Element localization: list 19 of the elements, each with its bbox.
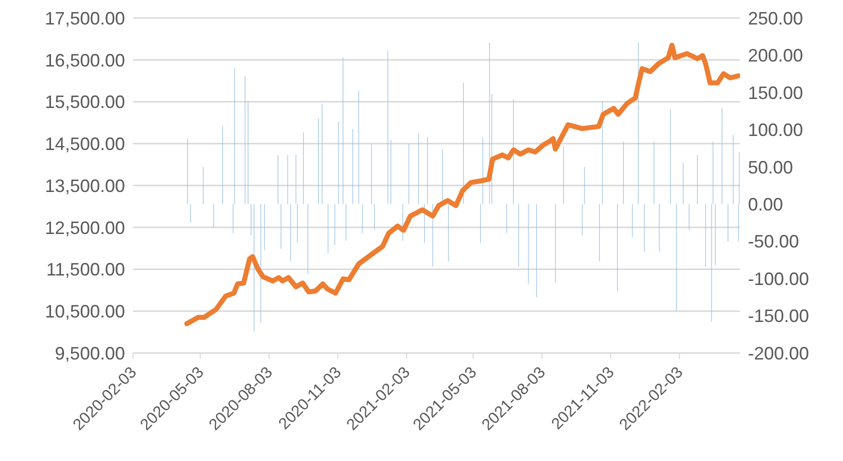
y-tick-label: 14,500.00 xyxy=(44,134,125,154)
y2-tick-label: 50.00 xyxy=(748,157,794,178)
y-tick-label: 11,500.00 xyxy=(46,260,125,280)
y-tick-label: 16,500.00 xyxy=(44,50,125,70)
y2-tick-label: 250.00 xyxy=(748,8,804,28)
y2-tick-label: -50.00 xyxy=(748,232,800,252)
y-tick-label: 10,500.00 xyxy=(44,302,125,322)
y-tick-label: 17,500.00 xyxy=(44,8,125,28)
y2-tick-label: -150.00 xyxy=(748,306,810,326)
y2-tick-label: 0.00 xyxy=(748,194,784,214)
y2-tick-label: -100.00 xyxy=(748,268,810,289)
y2-tick-label: 150.00 xyxy=(748,82,804,103)
y2-tick-label: 200.00 xyxy=(748,46,804,66)
y2-tick-label: -200.00 xyxy=(748,343,810,364)
y-tick-label: 12,500.00 xyxy=(44,218,125,238)
y-tick-label: 15,500.00 xyxy=(44,92,125,112)
y-tick-label: 13,500.00 xyxy=(44,176,125,196)
y-tick-label: 9,500.00 xyxy=(54,343,125,364)
y2-tick-label: 100.00 xyxy=(748,120,804,140)
